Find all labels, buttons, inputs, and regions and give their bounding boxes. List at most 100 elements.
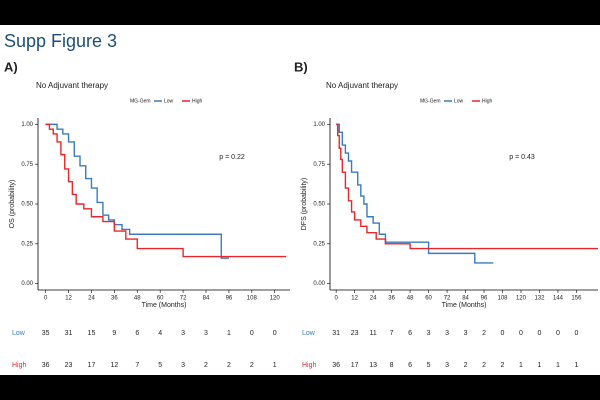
x-tick-label: 60 (425, 296, 432, 302)
risk-count: 1 (538, 362, 542, 369)
x-tick-label: 108 (247, 296, 258, 302)
risk-count: 31 (332, 330, 340, 337)
risk-count: 23 (351, 330, 359, 337)
risk-count: 3 (445, 330, 449, 337)
x-tick-label: 24 (88, 296, 95, 302)
y-tick-label: 0.75 (313, 162, 325, 168)
x-tick-label: 0 (334, 296, 338, 302)
y-tick-label: 0.25 (21, 241, 33, 247)
x-tick-label: 36 (388, 296, 395, 302)
risk-count: 3 (204, 330, 208, 337)
panel-label: B) (294, 59, 308, 74)
risk-count: 3 (427, 330, 431, 337)
x-tick-label: 72 (180, 296, 187, 302)
legend-label: Low (164, 98, 174, 104)
risk-count: 5 (158, 362, 162, 369)
subtitle: No Adjuvant therapy (326, 81, 398, 90)
survival-curve (45, 123, 229, 259)
x-tick-label: 96 (481, 296, 488, 302)
y-tick-label: 0.00 (313, 281, 325, 287)
survival-curve (336, 123, 494, 264)
risk-count: 3 (464, 330, 468, 337)
risk-count: 23 (65, 362, 73, 369)
x-tick-label: 12 (351, 296, 358, 302)
risk-row-label: Low (302, 330, 316, 337)
y-tick-label: 0.50 (21, 202, 33, 208)
risk-count: 9 (112, 330, 116, 337)
risk-count: 13 (369, 362, 377, 369)
x-tick-label: 120 (516, 296, 527, 302)
legend-label: High (192, 98, 203, 104)
risk-count: 31 (65, 330, 73, 337)
risk-row-label: High (12, 362, 27, 369)
risk-count: 5 (427, 362, 431, 369)
risk-count: 2 (250, 362, 254, 369)
risk-count: 12 (110, 362, 118, 369)
p-value: p = 0.43 (509, 154, 535, 161)
risk-count: 1 (227, 330, 231, 337)
y-tick-label: 0.75 (21, 162, 33, 168)
x-tick-label: 84 (203, 296, 210, 302)
x-tick-label: 156 (571, 296, 582, 302)
risk-count: 2 (227, 362, 231, 369)
bottom-bar (0, 375, 600, 400)
risk-count: 0 (538, 330, 542, 337)
x-tick-label: 132 (534, 296, 545, 302)
y-tick-label: 0.50 (313, 202, 325, 208)
x-tick-label: 12 (65, 296, 72, 302)
risk-count: 4 (158, 330, 162, 337)
x-axis-label: Time (Months) (142, 302, 187, 309)
y-tick-label: 0.25 (313, 241, 325, 247)
risk-count: 3 (181, 362, 185, 369)
legend-label: High (482, 98, 493, 104)
slide-title: Supp Figure 3 (4, 31, 117, 51)
y-tick-label: 1.00 (313, 122, 325, 128)
risk-count: 7 (135, 362, 139, 369)
risk-count: 6 (408, 330, 412, 337)
risk-count: 0 (574, 330, 578, 337)
legend-title: MG-Gem (130, 98, 151, 104)
x-tick-label: 60 (157, 296, 164, 302)
x-tick-label: 108 (497, 296, 508, 302)
risk-count: 0 (250, 330, 254, 337)
y-axis-label: OS (probability) (9, 180, 16, 229)
risk-count: 2 (464, 362, 468, 369)
y-axis-label: DFS (probability) (301, 178, 308, 231)
x-tick-label: 24 (370, 296, 377, 302)
x-tick-label: 96 (226, 296, 233, 302)
risk-count: 1 (574, 362, 578, 369)
risk-count: 8 (390, 362, 394, 369)
risk-count: 2 (482, 330, 486, 337)
y-tick-label: 1.00 (21, 122, 33, 128)
x-tick-label: 48 (407, 296, 414, 302)
risk-count: 36 (42, 362, 50, 369)
x-tick-label: 84 (462, 296, 469, 302)
legend-label: Low (454, 98, 464, 104)
x-tick-label: 120 (270, 296, 281, 302)
panel-label: A) (4, 59, 18, 74)
survival-curve (45, 123, 287, 258)
risk-count: 1 (273, 362, 277, 369)
risk-count: 11 (369, 330, 376, 337)
y-tick-label: 0.00 (21, 281, 33, 287)
risk-count: 3 (181, 330, 185, 337)
risk-count: 3 (445, 362, 449, 369)
risk-count: 2 (501, 362, 505, 369)
risk-count: 0 (273, 330, 277, 337)
risk-count: 36 (332, 362, 340, 369)
risk-count: 17 (351, 362, 359, 369)
risk-count: 6 (408, 362, 412, 369)
risk-row-label: High (302, 362, 317, 369)
top-bar (0, 0, 600, 25)
risk-count: 17 (88, 362, 96, 369)
risk-count: 0 (556, 330, 560, 337)
x-tick-label: 72 (444, 296, 451, 302)
risk-count: 7 (390, 330, 394, 337)
risk-count: 0 (519, 330, 523, 337)
x-axis-label: Time (Months) (442, 302, 487, 309)
x-tick-label: 0 (44, 296, 48, 302)
legend-title: MG-Gem (420, 98, 441, 104)
x-tick-label: 36 (111, 296, 118, 302)
